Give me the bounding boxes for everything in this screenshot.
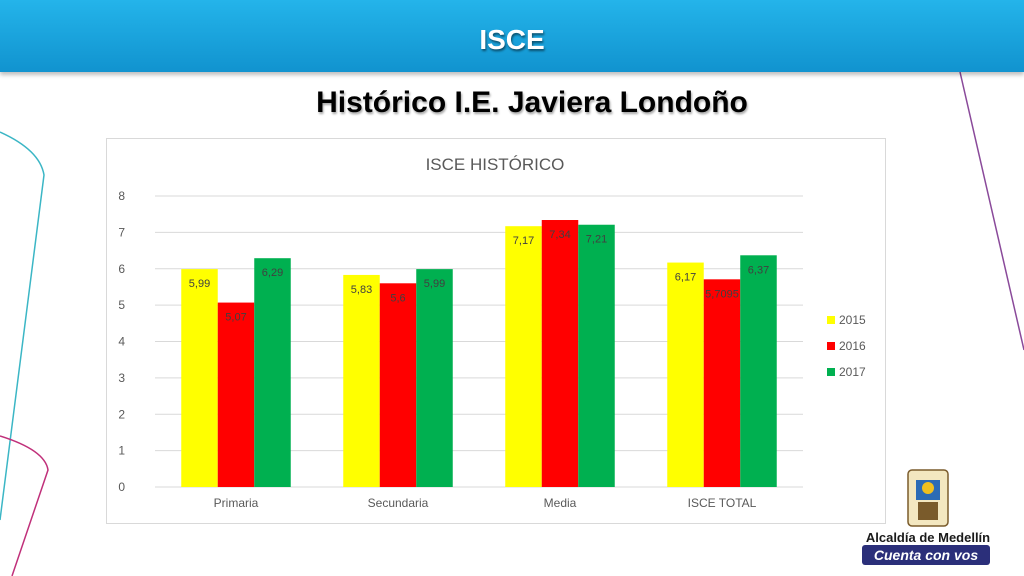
bar-2016 xyxy=(541,220,579,487)
data-label: 6,29 xyxy=(262,267,283,279)
coat-of-arms-icon xyxy=(907,469,949,527)
x-tick-label: ISCE TOTAL xyxy=(688,496,757,510)
bar-2016 xyxy=(703,279,741,487)
bar-2015 xyxy=(181,269,218,487)
y-tick-label: 5 xyxy=(118,298,125,312)
chart-title: ISCE HISTÓRICO xyxy=(426,155,565,174)
data-label: 5,99 xyxy=(424,278,445,290)
logo-text-alcaldia: Alcaldía de Medellín xyxy=(865,530,991,545)
data-label: 7,17 xyxy=(513,235,534,247)
data-label: 5,99 xyxy=(189,278,210,290)
header-banner: ISCE xyxy=(0,0,1024,72)
bar-2015 xyxy=(343,274,380,487)
x-tick-label: Secundaria xyxy=(368,496,429,510)
y-tick-label: 6 xyxy=(118,262,125,276)
bar-2017 xyxy=(578,224,615,487)
legend-label: 2016 xyxy=(839,339,866,353)
data-label: 5,83 xyxy=(351,284,372,296)
chart-frame: ISCE HISTÓRICO 0 1 2 3 4 5 6 7 8 Primaria Secundar… xyxy=(106,138,886,524)
y-tick-label: 7 xyxy=(118,225,125,239)
logo-text-slogan: Cuenta con vos xyxy=(862,545,990,565)
x-tick-label: Primaria xyxy=(214,496,259,510)
bar-2017 xyxy=(740,255,777,487)
bar-2015 xyxy=(667,262,704,487)
data-label: 5,7095 xyxy=(705,288,739,300)
data-label: 7,34 xyxy=(549,229,570,241)
bar-2016 xyxy=(379,283,417,487)
legend-label: 2015 xyxy=(839,313,866,327)
header-title: ISCE xyxy=(479,24,545,55)
bar-2017 xyxy=(416,269,453,487)
data-label: 7,21 xyxy=(586,234,607,246)
y-tick-label: 1 xyxy=(118,444,125,458)
data-label: 6,17 xyxy=(675,272,696,284)
data-label: 6,37 xyxy=(748,264,769,276)
legend-label: 2017 xyxy=(839,365,866,379)
alcaldia-logo: Alcaldía de Medellín Cuenta con vos xyxy=(858,466,998,566)
legend-swatch-2017 xyxy=(827,368,835,376)
x-tick-label: Media xyxy=(544,496,577,510)
y-tick-label: 3 xyxy=(118,371,125,385)
y-tick-label: 2 xyxy=(118,407,125,421)
bar-2016 xyxy=(217,302,255,487)
legend-swatch-2016 xyxy=(827,342,835,350)
data-label: 5,6 xyxy=(390,292,405,304)
bar-2017 xyxy=(254,258,291,487)
legend-swatch-2015 xyxy=(827,316,835,324)
bar-chart: ISCE HISTÓRICO 0 1 2 3 4 5 6 7 8 Primaria Secundar… xyxy=(118,155,866,510)
page-title: Histórico I.E. Javiera Londoño xyxy=(316,86,748,119)
y-tick-label: 0 xyxy=(118,480,125,494)
data-label: 5,07 xyxy=(225,312,246,324)
y-tick-label: 4 xyxy=(118,335,125,349)
y-tick-label: 8 xyxy=(118,189,125,203)
bar-2015 xyxy=(505,226,542,487)
